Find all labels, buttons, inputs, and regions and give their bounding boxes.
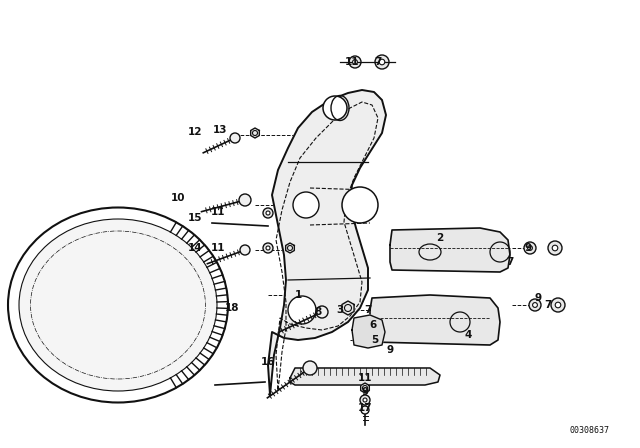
Text: 3: 3	[337, 305, 344, 315]
Circle shape	[527, 246, 532, 250]
Polygon shape	[268, 90, 386, 395]
Circle shape	[548, 241, 562, 255]
Circle shape	[342, 187, 378, 223]
Text: 4: 4	[464, 330, 472, 340]
Circle shape	[288, 296, 316, 324]
Text: 17: 17	[358, 403, 372, 413]
Text: 5: 5	[371, 335, 379, 345]
Circle shape	[303, 361, 317, 375]
Text: 9: 9	[524, 243, 532, 253]
Text: 12: 12	[188, 127, 202, 137]
Text: 16: 16	[260, 357, 275, 367]
Circle shape	[532, 302, 538, 307]
Text: 7: 7	[374, 57, 381, 67]
Circle shape	[323, 96, 347, 120]
Circle shape	[361, 406, 369, 414]
Text: 13: 13	[212, 125, 227, 135]
Circle shape	[524, 242, 536, 254]
Circle shape	[293, 192, 319, 218]
Polygon shape	[390, 228, 510, 272]
Text: 7: 7	[544, 300, 552, 310]
Text: 14: 14	[188, 243, 202, 253]
Text: 11: 11	[345, 57, 359, 67]
Polygon shape	[370, 295, 500, 345]
Circle shape	[556, 302, 561, 308]
Text: 9: 9	[387, 345, 394, 355]
Circle shape	[349, 56, 361, 68]
Circle shape	[240, 245, 250, 255]
Polygon shape	[251, 128, 259, 138]
Text: 9: 9	[534, 293, 541, 303]
Polygon shape	[352, 315, 385, 348]
Text: 10: 10	[171, 193, 185, 203]
Polygon shape	[342, 301, 354, 315]
Text: 1: 1	[294, 290, 301, 300]
Circle shape	[360, 395, 370, 405]
Circle shape	[230, 133, 240, 143]
Circle shape	[239, 194, 251, 206]
Text: 11: 11	[358, 373, 372, 383]
Ellipse shape	[19, 219, 217, 391]
Circle shape	[263, 243, 273, 253]
Circle shape	[552, 245, 558, 251]
Text: 8: 8	[314, 307, 322, 317]
Text: 2: 2	[436, 233, 444, 243]
Text: 15: 15	[188, 213, 202, 223]
Circle shape	[379, 59, 385, 65]
Circle shape	[316, 306, 328, 318]
Polygon shape	[290, 368, 440, 385]
Text: 6: 6	[369, 320, 376, 330]
Text: 11: 11	[211, 243, 225, 253]
Circle shape	[363, 398, 367, 402]
Text: 11: 11	[211, 207, 225, 217]
Circle shape	[266, 246, 270, 250]
Polygon shape	[285, 243, 294, 253]
Circle shape	[551, 298, 565, 312]
Circle shape	[263, 208, 273, 218]
Text: 7: 7	[506, 257, 514, 267]
Circle shape	[375, 55, 389, 69]
Circle shape	[266, 211, 270, 215]
Text: 7: 7	[364, 305, 372, 315]
Circle shape	[353, 60, 357, 65]
Text: 18: 18	[225, 303, 239, 313]
Circle shape	[529, 299, 541, 311]
Polygon shape	[361, 383, 369, 393]
Text: 00308637: 00308637	[570, 426, 610, 435]
Text: 9: 9	[362, 387, 369, 397]
